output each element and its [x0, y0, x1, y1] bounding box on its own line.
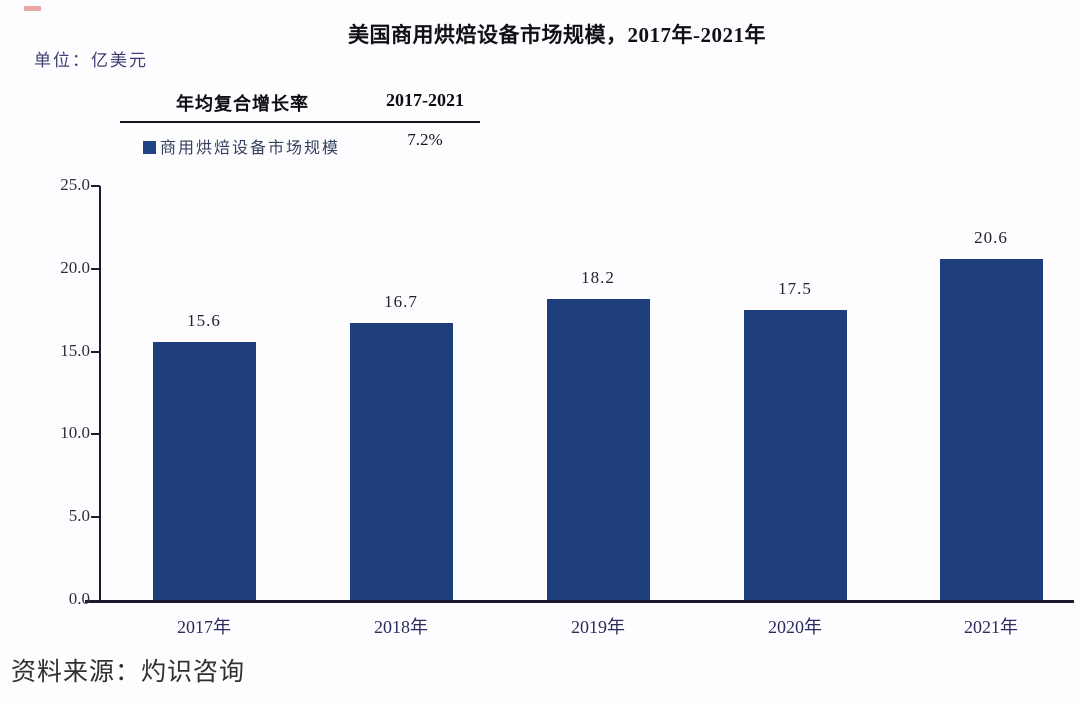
red-mark [24, 6, 41, 11]
y-axis-tick [91, 433, 100, 436]
bar-value-label: 20.6 [974, 227, 1008, 247]
unit-label: 单位：亿美元 [34, 51, 148, 70]
cagr-table-header-metric: 年均复合增长率 [176, 94, 309, 114]
bar [546, 298, 650, 600]
bar-value-label: 16.7 [384, 292, 418, 312]
y-axis-tick-label: 20.0 [60, 257, 90, 277]
bar-value-label: 18.2 [581, 267, 615, 287]
y-axis-tick-label: 0.0 [68, 589, 90, 608]
source-note: 资料来源：灼识咨询 [11, 659, 246, 686]
legend-label: 商用烘焙设备市场规模 [160, 140, 341, 157]
y-axis-tick-label: 5.0 [68, 506, 90, 526]
x-axis-tick-label: 2018年 [374, 617, 428, 637]
legend-swatch [143, 141, 156, 154]
x-axis-tick-label: 2017年 [177, 617, 231, 637]
y-axis-tick [91, 516, 100, 519]
y-axis-tick [91, 185, 100, 187]
chart-title: 美国商用烘焙设备市场规模，2017年-2021年 [348, 23, 766, 47]
bar [152, 341, 256, 600]
y-axis-tick-label: 25.0 [60, 175, 90, 194]
bar [939, 258, 1043, 600]
cagr-table-header-period: 2017-2021 [386, 90, 464, 110]
y-axis-tick-label: 10.0 [60, 423, 90, 443]
bar-value-label: 17.5 [778, 279, 812, 299]
y-axis-tick [91, 350, 100, 353]
y-axis-tick-label: 15.0 [60, 340, 90, 360]
bar [349, 323, 453, 600]
x-axis-tick-label: 2021年 [964, 617, 1018, 637]
bar [743, 310, 847, 600]
bar-value-label: 15.6 [187, 310, 221, 330]
x-axis-tick-label: 2020年 [768, 617, 822, 637]
cagr-value: 7.2% [407, 130, 443, 149]
cagr-table-divider [120, 121, 480, 123]
y-axis-tick [91, 267, 100, 270]
x-axis-line [85, 600, 1074, 603]
y-axis-line [99, 186, 101, 603]
x-axis-tick-label: 2019年 [571, 617, 625, 637]
